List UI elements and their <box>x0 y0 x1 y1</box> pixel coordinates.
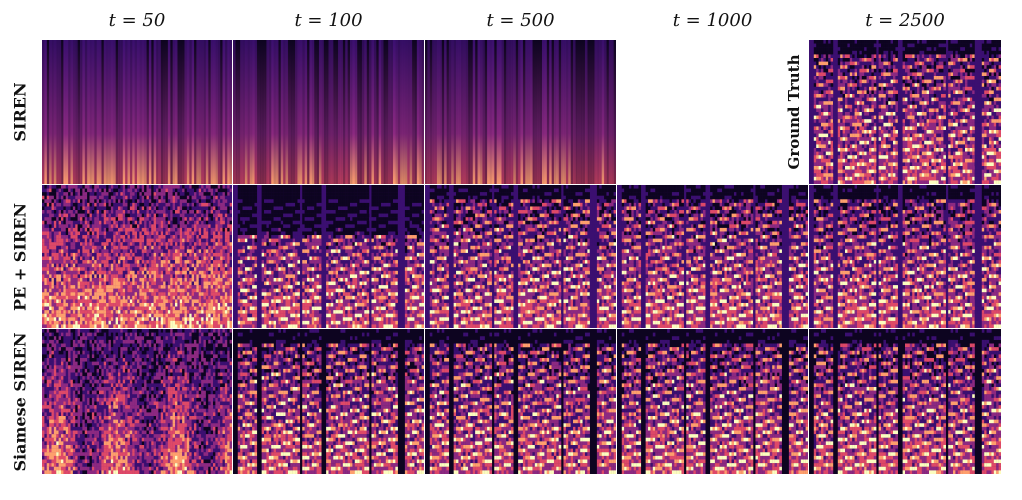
row-label-siren: SIREN <box>0 40 40 184</box>
column-header-t500: t = 500 <box>425 6 616 36</box>
column-header-t100: t = 100 <box>233 6 424 36</box>
spectrogram-siamese-t2500 <box>809 329 1001 474</box>
column-header-t50: t = 50 <box>42 6 232 36</box>
spectrogram-pe-siren-t50 <box>42 185 232 328</box>
spectrogram-siamese-t50 <box>42 329 232 474</box>
column-header-t1000: t = 1000 <box>617 6 808 36</box>
spectrogram-siamese-t500 <box>425 329 616 474</box>
spectrogram-pe-siren-t100 <box>233 185 424 328</box>
spectrogram-siamese-t100 <box>233 329 424 474</box>
spectrogram-siren-t100 <box>233 40 424 184</box>
spectrogram-siamese-t1000 <box>617 329 808 474</box>
spectrogram-siren-t50 <box>42 40 232 184</box>
column-header-t2500: t = 2500 <box>809 6 1001 36</box>
spectrogram-pe-siren-t1000 <box>617 185 808 328</box>
spectrogram-pe-siren-t2500 <box>809 185 1001 328</box>
spectrogram-ground-truth <box>809 40 1001 184</box>
row-label-pe-siren: PE + SIREN <box>0 185 40 328</box>
row-label-siamese-siren: Siamese SIREN <box>0 329 40 474</box>
spectrogram-pe-siren-t500 <box>425 185 616 328</box>
spectrogram-siren-t500 <box>425 40 616 184</box>
ground-truth-label: Ground Truth <box>779 40 809 184</box>
